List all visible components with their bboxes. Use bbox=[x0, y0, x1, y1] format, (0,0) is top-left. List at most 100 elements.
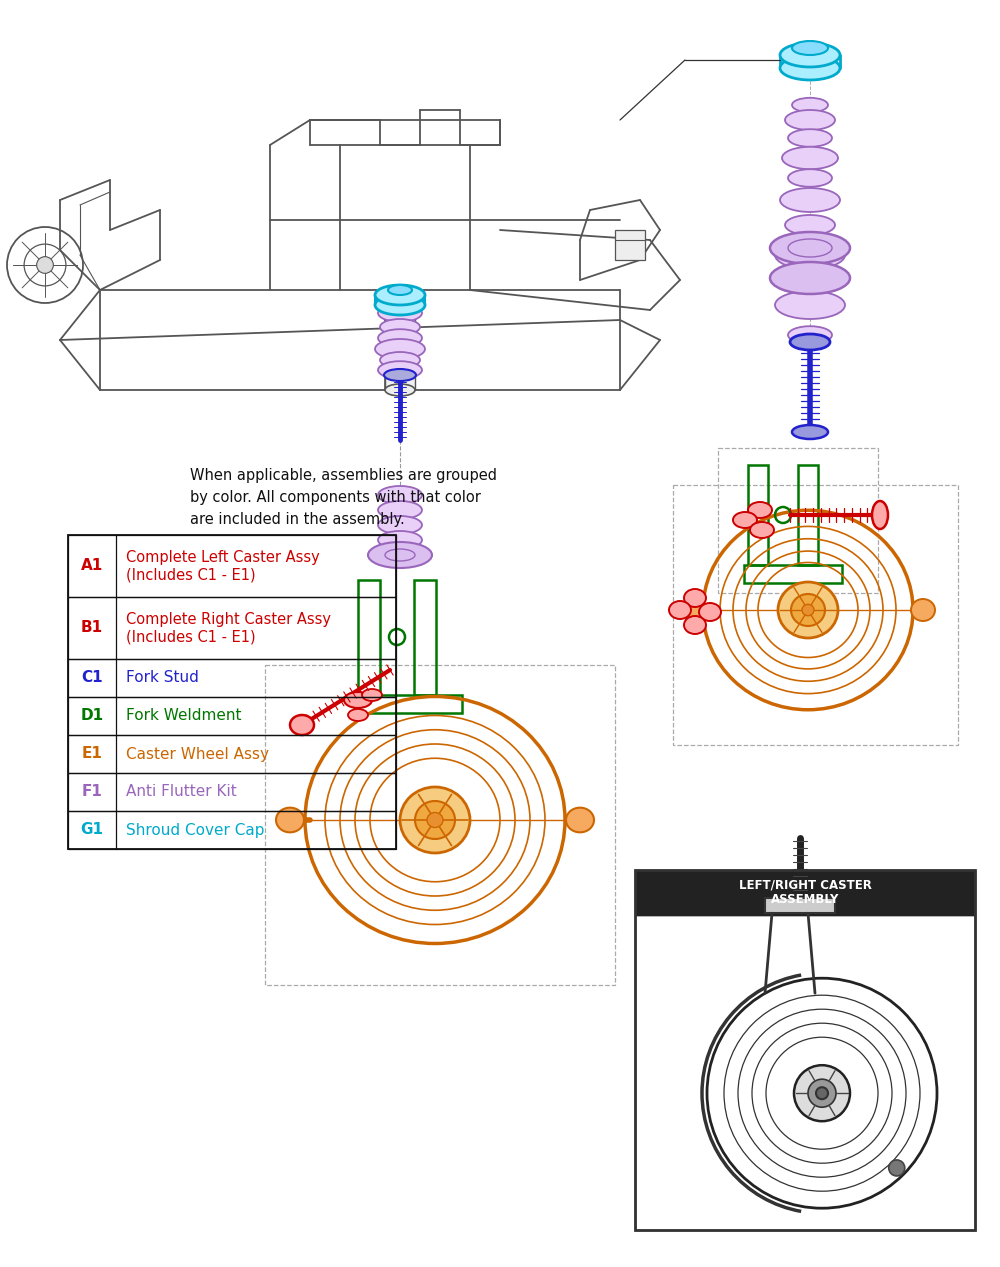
Ellipse shape bbox=[378, 487, 422, 504]
Ellipse shape bbox=[785, 110, 835, 131]
Ellipse shape bbox=[792, 98, 828, 113]
Ellipse shape bbox=[684, 616, 706, 634]
Text: A1: A1 bbox=[81, 559, 103, 574]
Ellipse shape bbox=[380, 319, 420, 334]
Bar bbox=[68, 697, 396, 735]
Ellipse shape bbox=[684, 589, 706, 607]
Text: D1: D1 bbox=[80, 708, 104, 723]
Ellipse shape bbox=[733, 512, 757, 528]
Ellipse shape bbox=[911, 599, 935, 621]
Ellipse shape bbox=[375, 285, 425, 305]
Bar bbox=[765, 898, 835, 914]
Ellipse shape bbox=[378, 329, 422, 347]
Ellipse shape bbox=[791, 594, 825, 626]
Circle shape bbox=[37, 257, 53, 274]
Text: Complete Right Caster Assy
(Includes C1 - E1): Complete Right Caster Assy (Includes C1 … bbox=[126, 612, 331, 644]
Ellipse shape bbox=[780, 56, 840, 80]
Bar bbox=[354, 696, 462, 713]
Ellipse shape bbox=[770, 262, 850, 294]
Bar bbox=[68, 811, 396, 849]
Bar bbox=[68, 535, 396, 597]
Ellipse shape bbox=[681, 599, 705, 621]
Text: Caster Wheel Assy: Caster Wheel Assy bbox=[126, 746, 269, 761]
Ellipse shape bbox=[788, 170, 832, 186]
Bar bbox=[414, 580, 436, 696]
Ellipse shape bbox=[378, 304, 422, 322]
Ellipse shape bbox=[362, 689, 382, 701]
Text: B1: B1 bbox=[81, 621, 103, 636]
Ellipse shape bbox=[388, 285, 412, 295]
Circle shape bbox=[707, 978, 937, 1209]
Ellipse shape bbox=[792, 41, 828, 54]
Bar bbox=[265, 665, 615, 984]
Circle shape bbox=[794, 1066, 850, 1121]
Text: Shroud Cover Cap: Shroud Cover Cap bbox=[126, 822, 264, 837]
Ellipse shape bbox=[400, 787, 470, 853]
Ellipse shape bbox=[775, 291, 845, 319]
Ellipse shape bbox=[782, 269, 838, 291]
Ellipse shape bbox=[427, 812, 443, 827]
Circle shape bbox=[816, 1087, 828, 1100]
Ellipse shape bbox=[378, 361, 422, 379]
Bar bbox=[744, 565, 842, 583]
Ellipse shape bbox=[748, 502, 772, 518]
Bar bbox=[673, 485, 958, 745]
Bar bbox=[635, 870, 975, 915]
Ellipse shape bbox=[788, 129, 832, 147]
Text: E1: E1 bbox=[82, 746, 102, 761]
Ellipse shape bbox=[348, 710, 368, 721]
Text: Fork Weldment: Fork Weldment bbox=[126, 708, 242, 723]
Ellipse shape bbox=[384, 369, 416, 381]
Ellipse shape bbox=[770, 232, 850, 264]
Bar bbox=[68, 773, 396, 811]
Ellipse shape bbox=[415, 801, 455, 839]
Text: G1: G1 bbox=[80, 822, 104, 837]
Ellipse shape bbox=[380, 352, 420, 367]
Ellipse shape bbox=[669, 601, 691, 620]
Text: LEFT/RIGHT CASTER
ASSEMBLY: LEFT/RIGHT CASTER ASSEMBLY bbox=[739, 878, 871, 906]
Ellipse shape bbox=[782, 147, 838, 170]
Bar bbox=[635, 915, 975, 1230]
Ellipse shape bbox=[385, 384, 415, 397]
Bar bbox=[68, 535, 396, 849]
Ellipse shape bbox=[872, 500, 888, 530]
Text: F1: F1 bbox=[82, 784, 102, 799]
Ellipse shape bbox=[385, 304, 415, 315]
Circle shape bbox=[889, 1161, 905, 1176]
Bar bbox=[385, 310, 415, 390]
Bar bbox=[68, 659, 396, 697]
Ellipse shape bbox=[344, 692, 372, 708]
Ellipse shape bbox=[788, 326, 832, 343]
Bar bbox=[68, 735, 396, 773]
Bar bbox=[798, 465, 818, 565]
Ellipse shape bbox=[378, 516, 422, 533]
Ellipse shape bbox=[780, 43, 840, 67]
Ellipse shape bbox=[368, 542, 432, 568]
Ellipse shape bbox=[775, 241, 845, 269]
Ellipse shape bbox=[378, 531, 422, 549]
Text: Complete Left Caster Assy
(Includes C1 - E1): Complete Left Caster Assy (Includes C1 -… bbox=[126, 550, 320, 583]
Bar bbox=[635, 870, 975, 1230]
Text: Anti Flutter Kit: Anti Flutter Kit bbox=[126, 784, 237, 799]
Ellipse shape bbox=[290, 715, 314, 735]
Ellipse shape bbox=[375, 340, 425, 359]
Text: C1: C1 bbox=[81, 670, 103, 685]
Ellipse shape bbox=[802, 604, 814, 616]
Ellipse shape bbox=[375, 295, 425, 315]
Bar bbox=[615, 231, 645, 260]
Bar bbox=[748, 465, 768, 565]
Circle shape bbox=[808, 1079, 836, 1107]
Circle shape bbox=[817, 1088, 827, 1098]
Ellipse shape bbox=[785, 215, 835, 234]
Bar bbox=[358, 580, 380, 696]
Bar bbox=[68, 597, 396, 659]
Ellipse shape bbox=[778, 582, 838, 639]
Bar bbox=[718, 449, 878, 593]
Ellipse shape bbox=[276, 807, 304, 832]
Ellipse shape bbox=[750, 522, 774, 538]
Text: Fork Stud: Fork Stud bbox=[126, 670, 199, 685]
Ellipse shape bbox=[699, 603, 721, 621]
Ellipse shape bbox=[566, 807, 594, 832]
Ellipse shape bbox=[792, 424, 828, 438]
Text: are included in the assembly.: are included in the assembly. bbox=[190, 512, 405, 527]
